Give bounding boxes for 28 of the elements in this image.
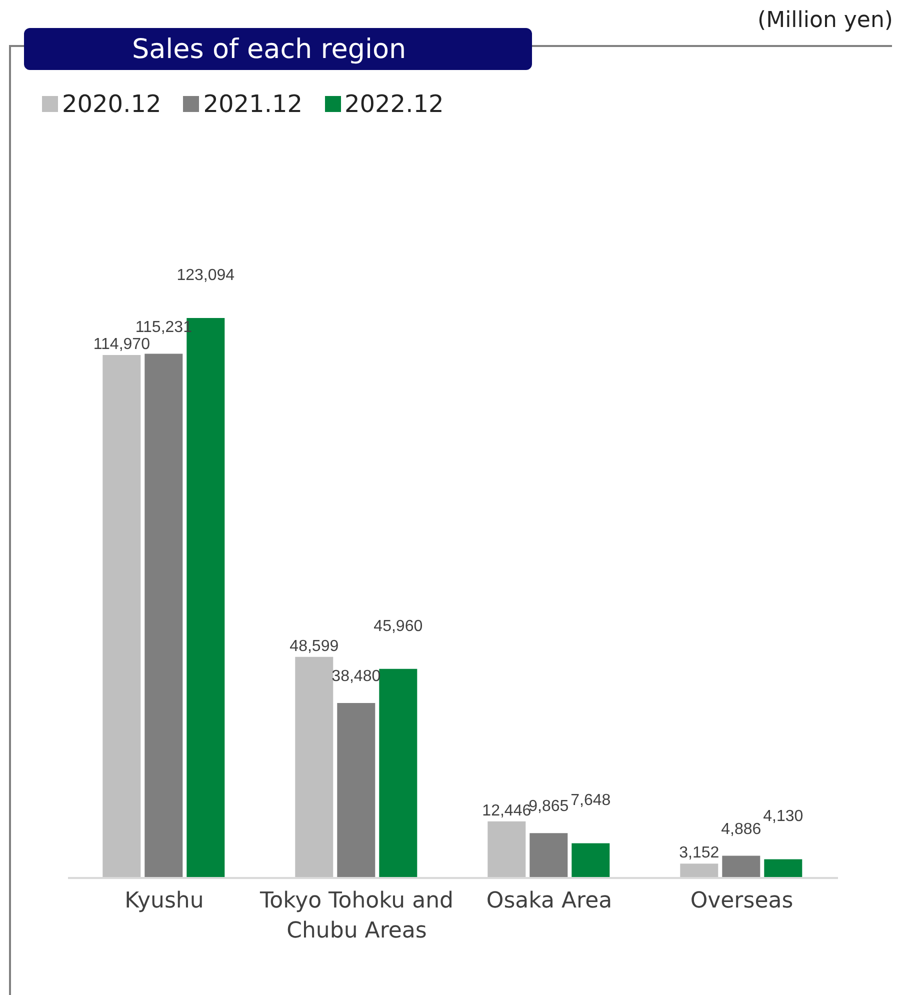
bar xyxy=(572,843,610,878)
data-label: 48,599 xyxy=(290,638,339,655)
bar xyxy=(680,864,718,878)
bar xyxy=(530,833,568,878)
data-label: 114,970 xyxy=(93,336,150,353)
data-label: 4,130 xyxy=(763,808,804,826)
bar xyxy=(144,354,183,878)
x-tick-label: Overseas xyxy=(690,888,794,914)
bar xyxy=(337,702,376,878)
data-label: 45,960 xyxy=(374,618,423,635)
legend-label: 2021.12 xyxy=(202,90,302,118)
data-label: 7,648 xyxy=(570,792,611,810)
chart-title: Sales of each region xyxy=(24,28,532,70)
data-label: 4,886 xyxy=(721,820,762,838)
bar xyxy=(488,821,526,878)
x-tick-label: Osaka Area xyxy=(486,888,612,914)
data-label: 123,094 xyxy=(176,267,235,284)
bar xyxy=(379,668,418,878)
legend-label: 2022.12 xyxy=(344,90,444,118)
data-label: 3,152 xyxy=(679,844,720,862)
text: (Million yen) xyxy=(758,8,893,33)
bar xyxy=(295,656,334,878)
bar xyxy=(764,859,802,878)
bar xyxy=(102,354,141,878)
x-tick-label: Kyushu xyxy=(124,888,204,914)
bar xyxy=(722,856,760,878)
legend-label: 2020.12 xyxy=(61,90,162,118)
x-tick-label: Tokyo Tohoku and Chubu Areas xyxy=(258,888,454,944)
